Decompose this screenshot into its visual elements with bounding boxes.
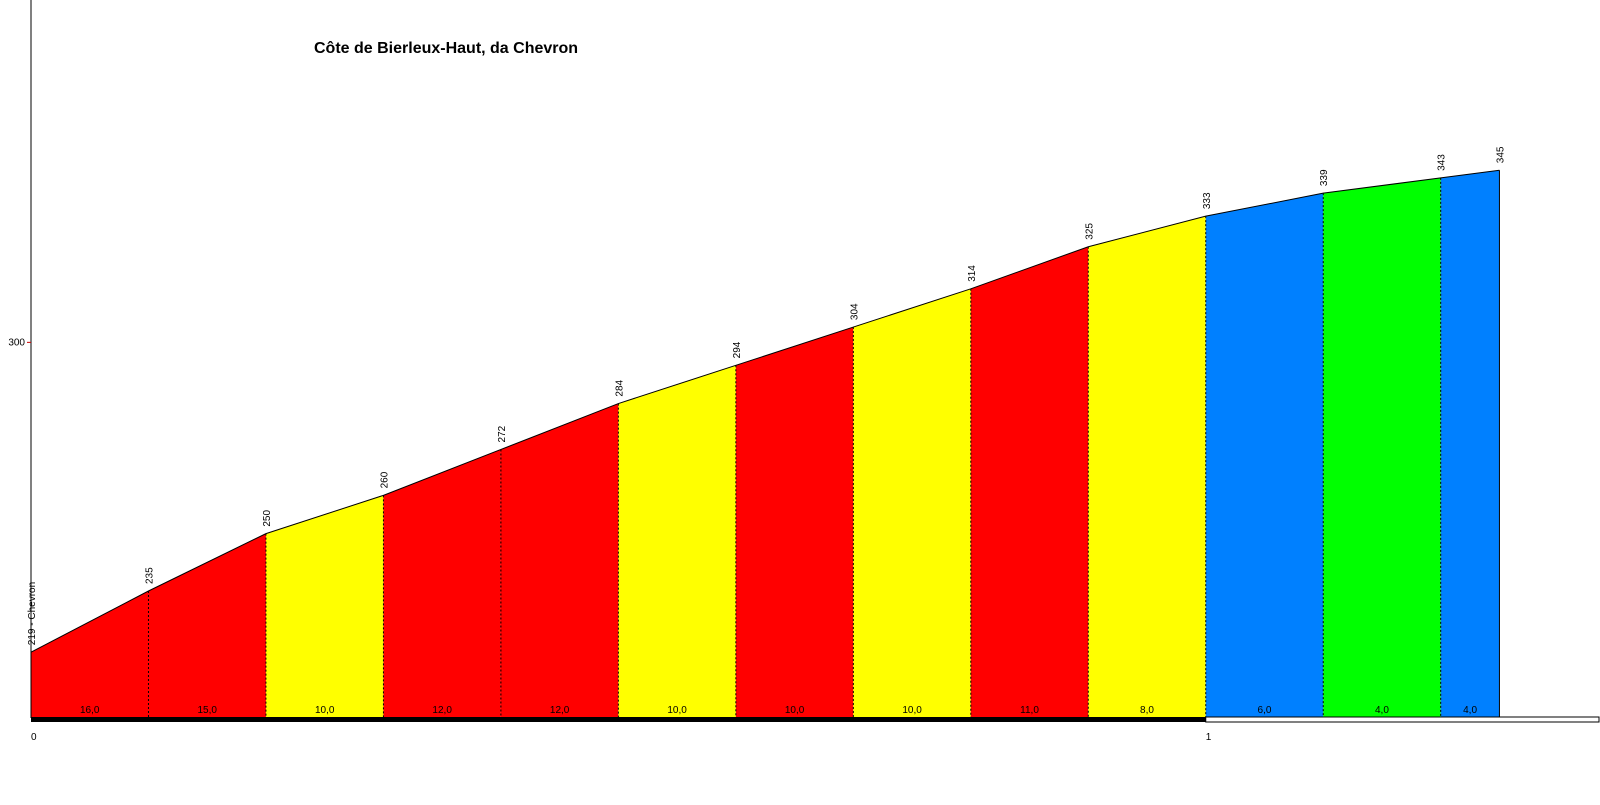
segment-gradient-label: 10,0 [785, 705, 805, 716]
segment-gradient-label: 11,0 [1020, 705, 1039, 716]
elevation-label: 339 [1319, 169, 1330, 186]
distance-bar-empty [1205, 716, 1600, 723]
segment-area [1205, 193, 1324, 718]
segment-gradient-label: 6,0 [1258, 705, 1272, 716]
distance-bar-filled [31, 717, 1206, 722]
elevation-label: 333 [1202, 192, 1213, 209]
elevation-label: 343 [1437, 154, 1448, 171]
elevation-label: 284 [614, 379, 625, 396]
elevation-label: 272 [497, 425, 508, 442]
labels: 16,0 15,0 10,0 12,0 12,0 10,0 10,0 10,0 11,0 8,0 6… [27, 146, 1506, 716]
segment-area [853, 288, 971, 718]
profile-line [30, 169, 1500, 653]
elevation-label: 250 [262, 509, 273, 526]
segment-area [148, 533, 266, 718]
segment-area [1323, 177, 1441, 718]
elevation-label: 304 [849, 303, 860, 320]
segment-gradient-label: 10,0 [902, 705, 922, 716]
segment-area [383, 449, 501, 718]
segment-area [1088, 216, 1206, 718]
segment-area [500, 403, 619, 718]
segment-gradient-label: 10,0 [667, 705, 687, 716]
segment-area [265, 495, 384, 718]
elevation-label: 345 [1495, 146, 1506, 163]
elevation-label: 235 [144, 567, 155, 584]
segment-area [1440, 170, 1500, 718]
elevation-label: 294 [732, 341, 743, 358]
segment-gradient-label: 12,0 [550, 705, 570, 716]
elevation-label: 260 [379, 471, 390, 488]
segment-gradient-label: 8,0 [1140, 705, 1154, 716]
profile-outline [30, 169, 1500, 718]
chart-title: Côte de Bierleux-Haut, da Chevron [314, 40, 578, 57]
segment-area [735, 327, 854, 718]
segment-gradient-label: 12,0 [432, 705, 452, 716]
segment-gradient-label: 16,0 [80, 705, 100, 716]
segment-gradient-label: 15,0 [197, 705, 217, 716]
axes: 300 0 1 [8, 0, 1600, 743]
segment-gradient-label: 4,0 [1375, 705, 1389, 716]
segment-area [970, 246, 1089, 718]
elevation-label: 325 [1084, 223, 1095, 240]
segment-gradient-label: 10,0 [315, 705, 335, 716]
segment-gradient-label: 4,0 [1463, 705, 1477, 716]
y-tick-label: 300 [8, 337, 25, 348]
profile-areas [31, 170, 1500, 718]
x-tick-label: 0 [31, 732, 37, 743]
x-tick-label: 1 [1206, 732, 1212, 743]
segment-area [31, 591, 149, 718]
elevation-label: 314 [967, 265, 978, 282]
elevation-label: 219 - Chevron [27, 582, 38, 645]
segment-area [618, 365, 736, 718]
